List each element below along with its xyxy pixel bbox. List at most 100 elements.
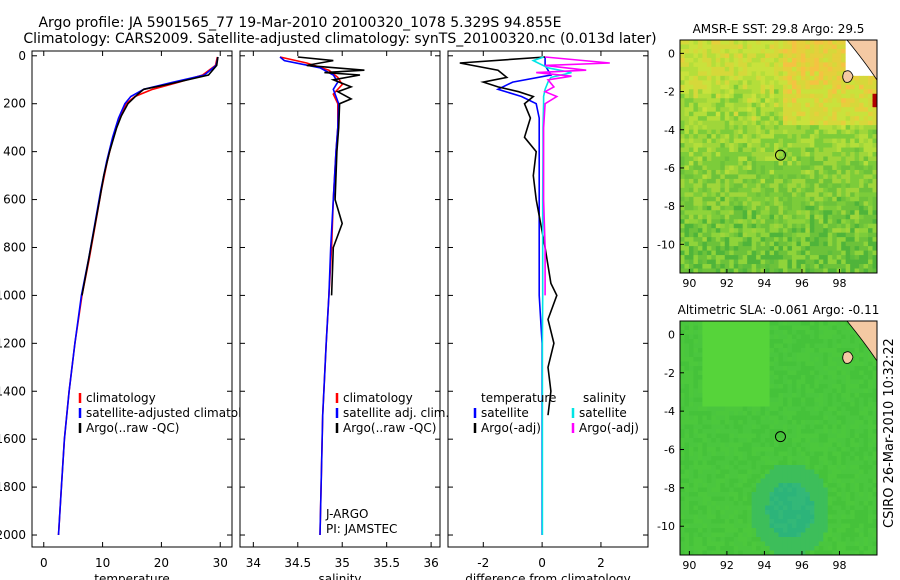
map-cell xyxy=(836,429,842,434)
map-cell xyxy=(832,125,838,131)
map-cell xyxy=(724,264,730,269)
map-cell xyxy=(684,402,690,407)
map-cell xyxy=(693,214,699,220)
map-cell xyxy=(729,98,735,104)
map-cell xyxy=(733,357,739,362)
map-cell xyxy=(841,169,847,175)
map-cell xyxy=(796,259,802,265)
map-cell xyxy=(747,183,753,189)
map-cell xyxy=(854,116,860,122)
map-cell xyxy=(805,210,811,216)
map-cell xyxy=(738,84,744,90)
map-cell xyxy=(688,361,694,367)
map-cell xyxy=(805,143,811,148)
map-cell xyxy=(800,143,806,148)
map-cell xyxy=(818,474,824,479)
map-cell xyxy=(782,442,788,448)
map-cell xyxy=(760,143,766,148)
map-cell xyxy=(706,232,712,238)
map-cell xyxy=(765,147,770,153)
map-cell xyxy=(796,223,802,229)
map-cell xyxy=(791,379,797,385)
map-cell xyxy=(715,259,721,265)
map-cell xyxy=(832,246,838,251)
map-cell xyxy=(796,532,802,538)
map-cell xyxy=(756,228,761,234)
map-cell xyxy=(818,528,824,533)
map-cell xyxy=(738,357,744,362)
map-cell xyxy=(800,116,806,122)
map-cell xyxy=(800,134,806,139)
map-cell xyxy=(733,370,739,376)
map-cell xyxy=(841,116,847,122)
map-cell xyxy=(724,138,730,144)
map-cell xyxy=(729,334,735,340)
map-cell xyxy=(693,40,699,45)
map-cell xyxy=(706,384,712,389)
map-cell xyxy=(854,451,860,457)
y-tick-label: 400 xyxy=(3,145,26,159)
map-cell xyxy=(778,402,784,407)
map-cell xyxy=(697,352,703,358)
map-cell xyxy=(782,541,788,547)
map-cell xyxy=(814,429,820,434)
map-cell xyxy=(832,259,838,265)
map-cell xyxy=(760,393,766,398)
map-cell xyxy=(715,343,721,349)
map-cell xyxy=(684,447,690,452)
map-cell xyxy=(693,228,699,234)
map-cell xyxy=(711,223,717,229)
map-cell xyxy=(787,433,793,439)
map-cell xyxy=(823,183,829,189)
map-cell xyxy=(787,156,793,162)
map-cell xyxy=(697,134,703,139)
map-cell xyxy=(738,514,744,520)
map-cell xyxy=(854,465,860,470)
map-cell xyxy=(751,541,757,547)
map-cell xyxy=(841,120,847,126)
map-cell xyxy=(724,89,730,95)
map-cell xyxy=(715,89,721,95)
map-cell xyxy=(765,325,770,331)
map-cell xyxy=(800,447,806,452)
map-cell xyxy=(747,210,753,216)
map-cell xyxy=(854,532,860,538)
map-cell xyxy=(872,75,878,81)
map-cell xyxy=(787,40,793,45)
map-cell xyxy=(859,496,864,502)
series-satellite-adj-clim- xyxy=(279,56,340,536)
map-cell xyxy=(823,483,829,488)
map-cell xyxy=(706,187,712,193)
map-cell xyxy=(680,196,685,202)
map-cell xyxy=(702,102,708,108)
map-cell xyxy=(791,528,797,533)
map-cell xyxy=(782,343,788,349)
map-cell xyxy=(859,246,864,251)
y-tick-label: -4 xyxy=(664,405,675,418)
map-cell xyxy=(706,156,712,162)
map-cell xyxy=(845,384,851,389)
map-cell xyxy=(845,40,851,45)
map-cell xyxy=(724,352,730,358)
map-cell xyxy=(863,250,869,256)
map-cell xyxy=(680,501,685,506)
map-cell xyxy=(818,415,824,421)
map-cell xyxy=(765,107,770,113)
map-cell xyxy=(684,62,690,68)
map-cell xyxy=(814,178,820,184)
map-cell xyxy=(805,57,811,63)
map-cell xyxy=(729,134,735,139)
map-cell xyxy=(823,89,829,95)
map-cell xyxy=(868,228,873,234)
map-cell xyxy=(742,48,748,54)
map-cell xyxy=(863,546,869,551)
map-cell xyxy=(850,89,856,95)
map-cell xyxy=(796,116,802,122)
map-cell xyxy=(688,48,694,54)
map-cell xyxy=(729,129,735,135)
map-cell xyxy=(868,232,873,238)
map-cell xyxy=(818,89,824,95)
map-cell xyxy=(693,138,699,144)
map-cell xyxy=(742,469,748,475)
map-cell xyxy=(733,264,739,269)
